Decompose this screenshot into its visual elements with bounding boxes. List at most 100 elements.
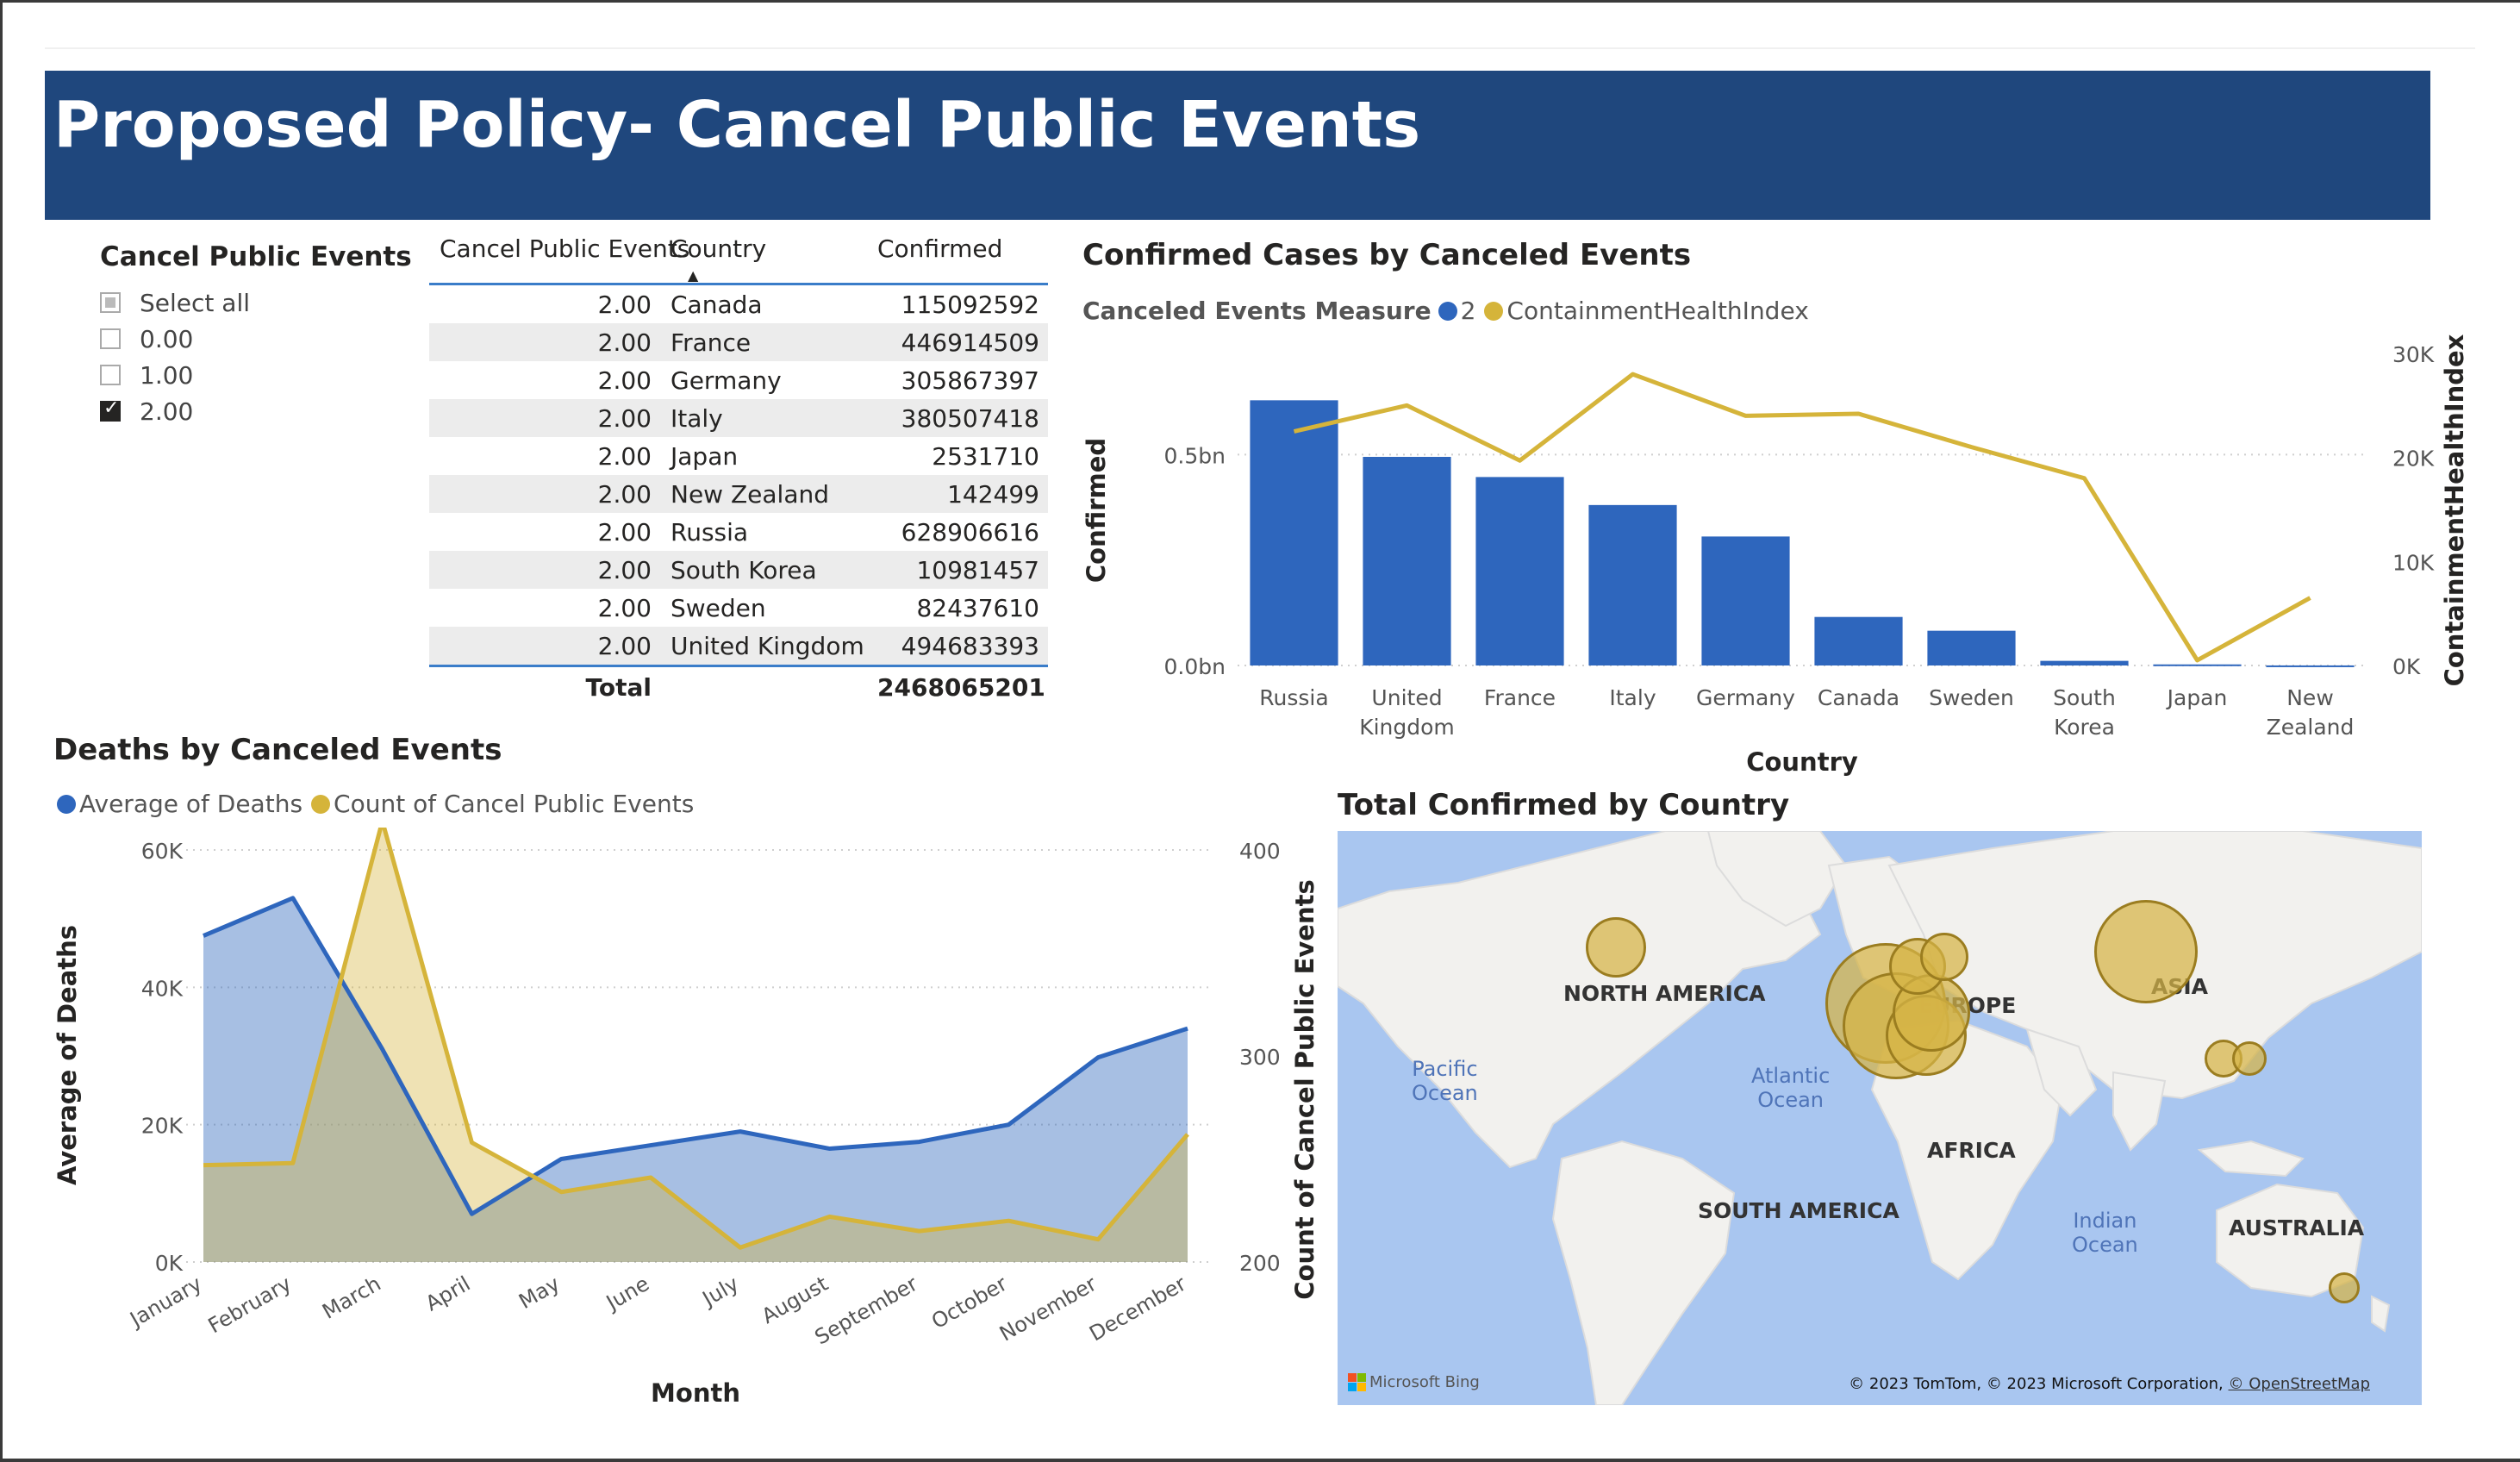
bing-label: Microsoft Bing: [1369, 1373, 1480, 1391]
continent-label-north-america: NORTH AMERICA: [1563, 981, 1766, 1006]
new-zealand-shape: [2371, 1295, 2391, 1333]
legend-item[interactable]: Count of Cancel Public Events: [334, 790, 695, 818]
map-bubble-sweden[interactable]: [1920, 933, 1968, 981]
slicer-item-0[interactable]: 0.00: [100, 321, 393, 357]
map-bubble-new-zealand[interactable]: [2329, 1272, 2360, 1303]
checkbox-partial-icon[interactable]: [100, 292, 121, 313]
arabia-shape: [2025, 1028, 2098, 1117]
cell-country: Germany: [671, 366, 782, 395]
y-axis-title: Confirmed: [1082, 438, 1111, 583]
table-row[interactable]: 2.00 Canada 115092592: [429, 285, 1048, 323]
bar: [1814, 616, 1903, 665]
table-row[interactable]: 2.00 Germany 305867397: [429, 361, 1048, 399]
total-value: 2468065201: [877, 672, 1045, 702]
divider: [45, 47, 2475, 49]
x-axis-title: Month: [651, 1378, 740, 1408]
cell-cancel-events: 2.00: [597, 403, 652, 433]
cell-cancel-events: 2.00: [597, 328, 652, 357]
ocean-label-atlantic: Atlantic Ocean: [1751, 1064, 1831, 1112]
x-tick-label: Russia: [1259, 685, 1328, 710]
x-tick-label: February: [204, 1271, 296, 1338]
world-bubble-map[interactable]: Pacific Ocean Atlantic Ocean Indian Ocean N…: [1338, 831, 2422, 1405]
confirmed-table: Cancel Public Events Country Confirmed ▲…: [429, 233, 1048, 707]
line-series-deaths: [203, 896, 1188, 1216]
cell-cancel-events: 2.00: [597, 517, 652, 547]
cell-confirmed: 10981457: [916, 555, 1039, 584]
table-row[interactable]: 2.00 New Zealand 142499: [429, 475, 1048, 513]
y2-tick-label: 200: [1239, 1251, 1281, 1276]
ocean-label-pacific: Pacific Ocean: [1412, 1057, 1478, 1105]
x-tick-label: May: [515, 1271, 564, 1314]
x-tick-label: Korea: [2054, 715, 2115, 740]
x-tick-label: Canada: [1818, 685, 1899, 710]
cell-confirmed: 628906616: [901, 517, 1039, 547]
openstreetmap-link[interactable]: © OpenStreetMap: [2228, 1375, 2370, 1393]
table-body: 2.00 Canada 115092592 2.00 France 446914509 2.…: [429, 285, 1048, 667]
cell-country: Japan: [671, 441, 739, 471]
map-bubble-japan[interactable]: [2232, 1041, 2267, 1076]
y2-axis-title: ContainmentHealthIndex: [2440, 334, 2469, 686]
legend-title: Canceled Events Measure: [1082, 297, 1432, 325]
x-tick-label: December: [1085, 1271, 1190, 1346]
window-left-border: [0, 0, 3, 1462]
y-axis-title: Average of Deaths: [53, 925, 82, 1185]
checkbox-unchecked-icon[interactable]: [100, 328, 121, 349]
land-masses: [1338, 831, 2422, 1405]
slicer-item-1[interactable]: 1.00: [100, 357, 393, 393]
map-title: Total Confirmed by Country: [1338, 788, 1790, 822]
cell-confirmed: 305867397: [901, 366, 1039, 395]
table-row[interactable]: 2.00 Italy 380507418: [429, 399, 1048, 437]
table-row[interactable]: 2.00 Sweden 82437610: [429, 589, 1048, 627]
y-tick-label: 0.5bn: [1164, 443, 1226, 468]
map-bubble-russia[interactable]: [2094, 900, 2198, 1003]
window-top-border: [0, 0, 2520, 3]
slicer-item-2[interactable]: 2.00: [100, 393, 393, 429]
india-shape: [2112, 1071, 2167, 1152]
cell-country: France: [671, 328, 752, 357]
table-row[interactable]: 2.00 Japan 2531710: [429, 437, 1048, 475]
bar: [2153, 664, 2242, 666]
bar-chart-legend: Canceled Events Measure 2 ContainmentHea…: [1082, 297, 1809, 325]
bar: [1250, 400, 1338, 665]
x-tick-label: Japan: [2166, 685, 2228, 710]
column-header-cancel-events[interactable]: Cancel Public Events: [440, 234, 690, 263]
sort-ascending-icon[interactable]: ▲: [688, 267, 699, 284]
slicer-item-label: 2.00: [140, 397, 194, 426]
continent-label-australia: AUSTRALIA: [2229, 1215, 2365, 1240]
legend-item[interactable]: Average of Deaths: [79, 790, 303, 818]
cancel-events-slicer: Cancel Public Events Select all 0.00 1.0…: [100, 241, 412, 429]
cell-confirmed: 82437610: [916, 593, 1039, 622]
checkbox-checked-icon[interactable]: [100, 397, 121, 422]
x-tick-label: November: [995, 1271, 1101, 1346]
table-row[interactable]: 2.00 United Kingdom 494683393: [429, 627, 1048, 665]
map-bubble-canada[interactable]: [1586, 917, 1646, 978]
cell-country: Russia: [671, 517, 749, 547]
y-tick-label: 0.0bn: [1164, 654, 1226, 679]
x-tick-label: Italy: [1609, 685, 1656, 710]
table-row[interactable]: 2.00 France 446914509: [429, 323, 1048, 361]
y2-tick-label: 20K: [2392, 447, 2435, 472]
slicer-item-select-all[interactable]: Select all: [100, 284, 393, 321]
column-header-country[interactable]: Country: [671, 234, 767, 263]
table-header: Cancel Public Events Country Confirmed ▲: [429, 233, 1048, 285]
checkbox-unchecked-icon[interactable]: [100, 365, 121, 385]
x-tick-label: September: [811, 1271, 922, 1350]
y2-tick-label: 10K: [2392, 550, 2435, 575]
window-bottom-border: [0, 1459, 2520, 1462]
map-credit-text: © 2023 TomTom, © 2023 Microsoft Corporat…: [1849, 1375, 2224, 1393]
bar: [1363, 457, 1451, 665]
table-row[interactable]: 2.00 Russia 628906616: [429, 513, 1048, 551]
x-tick-label: New: [2286, 685, 2334, 710]
total-label: Total: [585, 672, 652, 702]
column-header-confirmed[interactable]: Confirmed: [877, 234, 1003, 263]
bar: [1701, 536, 1790, 665]
x-tick-label: Zealand: [2267, 715, 2355, 740]
x-tick-label: April: [421, 1271, 475, 1316]
legend-item[interactable]: ContainmentHealthIndex: [1506, 297, 1809, 325]
table-row[interactable]: 2.00 South Korea 10981457: [429, 551, 1048, 589]
continent-label-africa: AFRICA: [1927, 1138, 2016, 1163]
area-fill-deaths: [203, 897, 1188, 1262]
legend-item[interactable]: 2: [1460, 297, 1476, 325]
cell-cancel-events: 2.00: [597, 555, 652, 584]
africa-shape: [1870, 1019, 2063, 1281]
